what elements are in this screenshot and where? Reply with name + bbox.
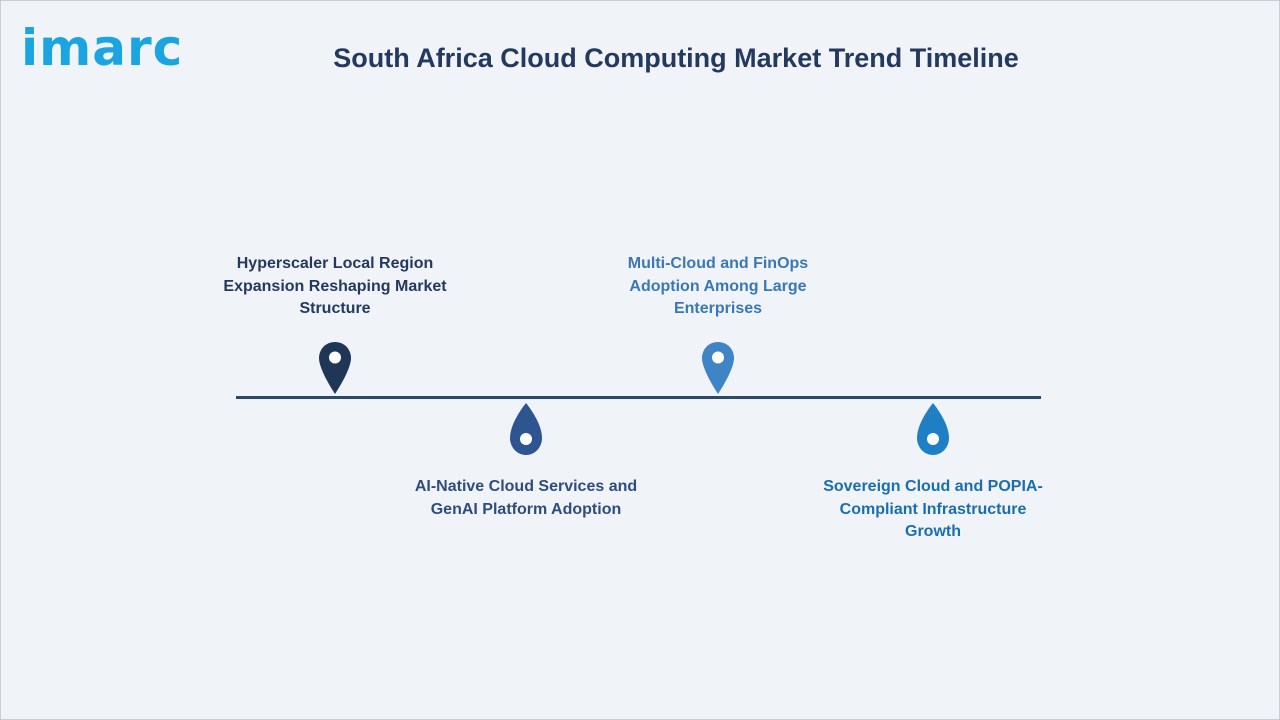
milestone-label-ai-native: AI-Native Cloud Services and GenAI Platf… xyxy=(414,478,638,518)
map-pin-icon xyxy=(318,341,352,395)
drop-pin-icon xyxy=(509,402,543,456)
milestone-label-hyperscaler: Hyperscaler Local Region Expansion Resha… xyxy=(223,255,447,317)
timeline-line xyxy=(236,396,1041,399)
drop-pin-icon xyxy=(916,402,950,456)
map-pin-icon xyxy=(701,341,735,395)
milestone-label-sovereign-cloud: Sovereign Cloud and POPIA-Compliant Infr… xyxy=(823,478,1043,540)
page-title: South Africa Cloud Computing Market Tren… xyxy=(333,43,1019,73)
milestone-label-multi-cloud: Multi-Cloud and FinOps Adoption Among La… xyxy=(627,255,809,317)
imarc-logo: imarc xyxy=(21,19,184,77)
